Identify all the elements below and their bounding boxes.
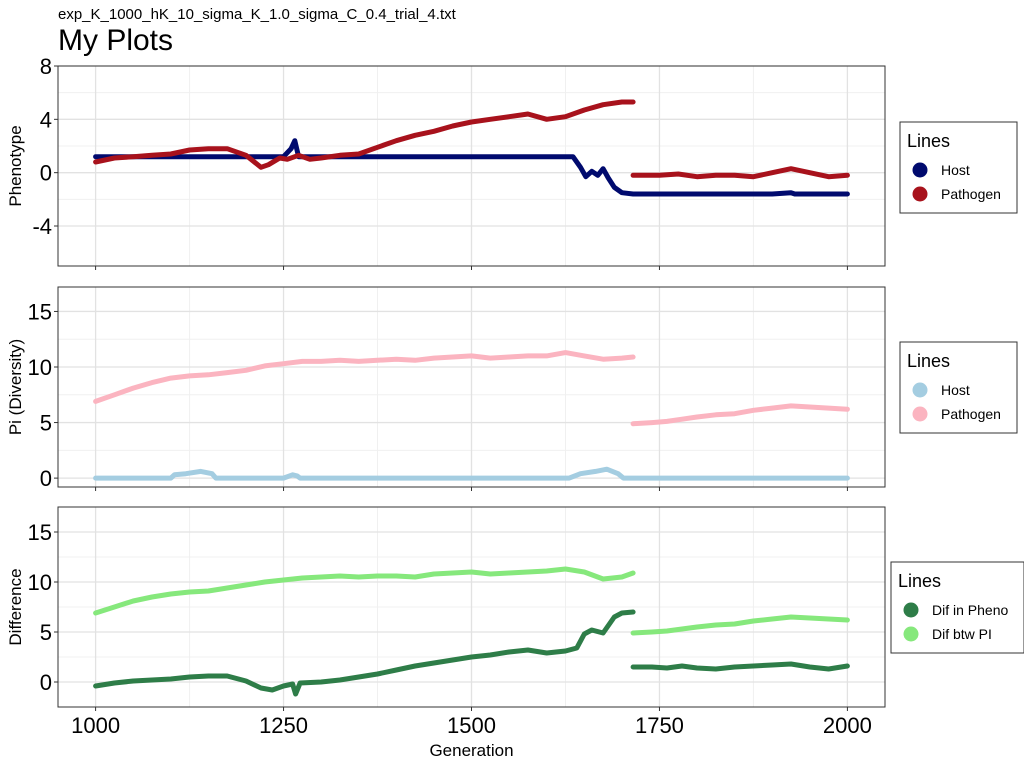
y-tick-label: 0: [40, 161, 52, 186]
legend-label: Host: [941, 162, 970, 178]
y-tick-label: 0: [40, 466, 52, 491]
y-tick-label: -4: [32, 214, 52, 239]
legend-key-host: [912, 382, 928, 398]
legend-2: Lines Host Pathogen: [899, 341, 1018, 434]
y-tick-label: 15: [28, 520, 52, 545]
series-line-dif-in-pheno-seg2: [630, 661, 850, 672]
x-tick-label: 1250: [259, 713, 308, 738]
y-axis-title: Phenotype: [6, 125, 25, 206]
panel-3: 15 10 5 0 1000 1250 1500 1750 2000 Difference Gene…: [6, 506, 1024, 760]
x-tick-label: 2000: [823, 713, 872, 738]
x-tick-label: 1000: [71, 713, 120, 738]
page-title: My Plots: [58, 24, 174, 57]
y-axis-title: Difference: [6, 568, 25, 645]
y-tick-label: 0: [40, 670, 52, 695]
legend-label: Host: [941, 382, 970, 398]
y-tick-label: 5: [40, 411, 52, 436]
legend-1: Lines Host Pathogen: [899, 121, 1018, 214]
y-tick-label: 10: [28, 570, 52, 595]
series-line-pathogen-seg1: [93, 350, 636, 404]
legend-key-dif-in-pheno: [903, 602, 919, 618]
x-tick-label: 1750: [635, 713, 684, 738]
y-tick-label: 5: [40, 620, 52, 645]
y-tick-label: 15: [28, 299, 52, 324]
legend-title: Lines: [907, 131, 950, 151]
x-tick-label: 1500: [447, 713, 496, 738]
legend-key-host: [912, 162, 928, 178]
y-tick-label: 4: [40, 107, 52, 132]
legend-key-pathogen: [912, 186, 928, 202]
series-line-dif-in-pheno-seg1: [93, 609, 636, 697]
panel-1: 8 4 0 -4 Phenotype Lines Host Pathogen: [6, 54, 1018, 270]
x-axis-title: Generation: [429, 741, 513, 760]
legend-label: Dif in Pheno: [932, 602, 1008, 618]
legend-key-dif-btw-pi: [903, 626, 919, 642]
file-subtitle: exp_K_1000_hK_10_sigma_K_1.0_sigma_C_0.4…: [58, 6, 456, 23]
legend-label: Dif btw PI: [932, 626, 992, 642]
legend-title: Lines: [907, 351, 950, 371]
series-line-pathogen-seg2: [630, 403, 850, 427]
series-line-pathogen-seg2: [630, 166, 850, 180]
series-line-host-seg1: [93, 138, 850, 197]
legend-label: Pathogen: [941, 406, 1001, 422]
y-tick-label: 8: [40, 54, 52, 79]
legend-key-pathogen: [912, 406, 928, 422]
legend-title: Lines: [898, 571, 941, 591]
y-tick-label: 10: [28, 355, 52, 380]
legend-label: Pathogen: [941, 186, 1001, 202]
series-line-dif-btw-pi-seg1: [93, 566, 636, 616]
series-line-dif-btw-pi-seg2: [630, 614, 850, 636]
series-line-pathogen-seg1: [93, 99, 636, 170]
panel-2: 15 10 5 0 Pi (Diversity) Lines Host Pathogen: [6, 286, 1018, 491]
series-line-host-seg1: [93, 466, 850, 481]
legend-3: Lines Dif in Pheno Dif btw PI: [890, 561, 1024, 654]
y-axis-title: Pi (Diversity): [6, 339, 25, 435]
